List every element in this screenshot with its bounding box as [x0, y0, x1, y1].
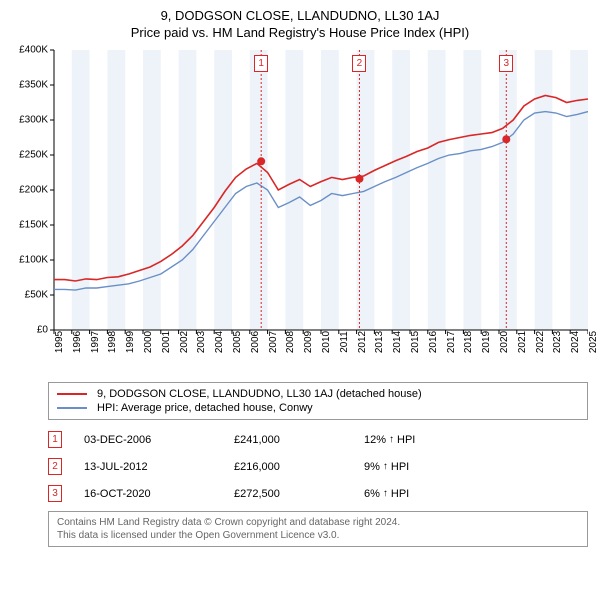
y-axis-tick-label: £0 [37, 325, 48, 336]
y-axis-tick-label: £200K [19, 185, 48, 196]
x-axis-tick-label: 2014 [392, 331, 403, 353]
sales-price: £241,000 [234, 434, 364, 446]
x-axis-tick-label: 2007 [268, 331, 279, 353]
sales-row: 1 03-DEC-2006£241,00012%↑HPI [48, 426, 588, 453]
x-axis-tick-label: 2009 [303, 331, 314, 353]
sales-marker-box: 1 [48, 431, 62, 448]
x-axis-tick-label: 2008 [285, 331, 296, 353]
legend-label: HPI: Average price, detached house, Conw… [97, 402, 313, 414]
x-axis-tick-label: 2021 [517, 331, 528, 353]
sale-marker-box: 3 [499, 55, 513, 72]
sales-price: £216,000 [234, 461, 364, 473]
legend-label: 9, DODGSON CLOSE, LLANDUDNO, LL30 1AJ (d… [97, 388, 422, 400]
x-axis-tick-label: 2022 [535, 331, 546, 353]
y-axis-tick-label: £50K [25, 290, 48, 301]
x-axis-tick-label: 2005 [232, 331, 243, 353]
y-axis-tick-label: £250K [19, 150, 48, 161]
sales-hpi-delta: 9%↑HPI [364, 461, 409, 473]
x-axis-tick-label: 2025 [588, 331, 599, 353]
x-axis-tick-label: 2020 [499, 331, 510, 353]
sales-date: 03-DEC-2006 [84, 434, 234, 446]
x-axis-tick-label: 1999 [125, 331, 136, 353]
chart-svg [12, 46, 588, 376]
sales-date: 13-JUL-2012 [84, 461, 234, 473]
sales-date: 16-OCT-2020 [84, 488, 234, 500]
y-axis-tick-label: £350K [19, 80, 48, 91]
x-axis-tick-label: 2011 [339, 331, 350, 353]
chart-container: 9, DODGSON CLOSE, LLANDUDNO, LL30 1AJ Pr… [0, 0, 600, 555]
sale-marker-box: 2 [352, 55, 366, 72]
x-axis-tick-label: 2013 [374, 331, 385, 353]
sales-hpi-delta: 6%↑HPI [364, 488, 409, 500]
arrow-up-icon: ↑ [383, 488, 388, 499]
x-axis-tick-label: 2019 [481, 331, 492, 353]
sales-marker-box: 2 [48, 458, 62, 475]
x-axis-tick-label: 1998 [107, 331, 118, 353]
x-axis-tick-label: 2024 [570, 331, 581, 353]
x-axis-tick-label: 2012 [357, 331, 368, 353]
chart-area: £0 £50K £100K £150K £200K £250K £300K £350K £400… [12, 46, 588, 376]
x-axis-tick-label: 2006 [250, 331, 261, 353]
sales-row: 3 16-OCT-2020£272,5006%↑HPI [48, 480, 588, 507]
sales-marker-box: 3 [48, 485, 62, 502]
arrow-up-icon: ↑ [383, 461, 388, 472]
x-axis-tick-label: 2015 [410, 331, 421, 353]
x-axis-tick-label: 2017 [446, 331, 457, 353]
y-axis-tick-label: £400K [19, 45, 48, 56]
x-axis-tick-label: 2002 [179, 331, 190, 353]
y-axis-tick-label: £100K [19, 255, 48, 266]
arrow-up-icon: ↑ [389, 434, 394, 445]
legend-swatch [57, 393, 87, 395]
sale-marker-box: 1 [254, 55, 268, 72]
x-axis-tick-label: 2000 [143, 331, 154, 353]
x-axis-tick-label: 2004 [214, 331, 225, 353]
x-axis-tick-label: 1997 [90, 331, 101, 353]
x-axis-tick-label: 1995 [54, 331, 65, 353]
y-axis-tick-label: £150K [19, 220, 48, 231]
attribution-box: Contains HM Land Registry data © Crown c… [48, 511, 588, 547]
x-axis-tick-label: 2023 [552, 331, 563, 353]
sales-hpi-delta: 12%↑HPI [364, 434, 415, 446]
legend-swatch [57, 407, 87, 409]
legend-box: 9, DODGSON CLOSE, LLANDUDNO, LL30 1AJ (d… [48, 382, 588, 420]
x-axis-tick-label: 2016 [428, 331, 439, 353]
x-axis-tick-label: 2010 [321, 331, 332, 353]
x-axis-tick-label: 2003 [196, 331, 207, 353]
sales-row: 2 13-JUL-2012£216,0009%↑HPI [48, 453, 588, 480]
x-axis-tick-label: 2001 [161, 331, 172, 353]
attribution-line-2: This data is licensed under the Open Gov… [57, 529, 579, 542]
sales-price: £272,500 [234, 488, 364, 500]
attribution-line-1: Contains HM Land Registry data © Crown c… [57, 516, 579, 529]
chart-subtitle: Price paid vs. HM Land Registry's House … [12, 25, 588, 40]
y-axis-tick-label: £300K [19, 115, 48, 126]
title-block: 9, DODGSON CLOSE, LLANDUDNO, LL30 1AJ Pr… [12, 8, 588, 40]
legend-row: 9, DODGSON CLOSE, LLANDUDNO, LL30 1AJ (d… [57, 387, 579, 401]
x-axis-tick-label: 1996 [72, 331, 83, 353]
x-axis-tick-label: 2018 [463, 331, 474, 353]
sales-table: 103-DEC-2006£241,00012%↑HPI213-JUL-2012£… [48, 426, 588, 507]
legend-row: HPI: Average price, detached house, Conw… [57, 401, 579, 415]
chart-title-address: 9, DODGSON CLOSE, LLANDUDNO, LL30 1AJ [12, 8, 588, 23]
